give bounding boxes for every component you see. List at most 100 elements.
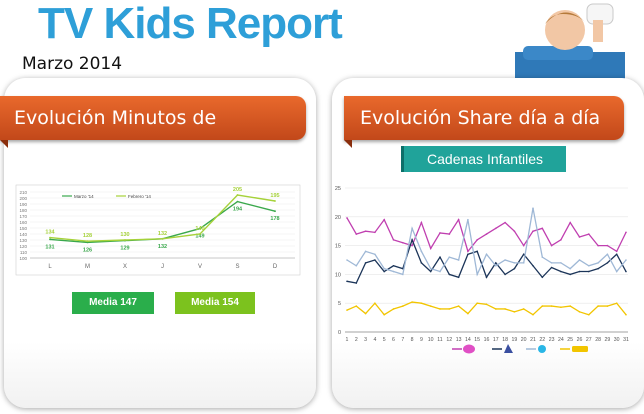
chart2-point (467, 250, 469, 253)
chart1-ytick-label: 140 (19, 232, 27, 237)
chart1-xtick-label: L (48, 264, 52, 270)
chart2-point (597, 267, 599, 270)
chart2-point (597, 244, 599, 247)
chart2-point (476, 273, 479, 276)
chart1-point (124, 239, 126, 241)
chart2-point (457, 259, 460, 261)
chart1-xtick-label: J (161, 264, 164, 270)
chart2-point (513, 262, 516, 264)
chart2-point (495, 308, 497, 310)
chart2-point (429, 267, 432, 270)
chart1-data-label: 132 (158, 231, 167, 237)
chart2-point (625, 259, 627, 261)
chart2-point (625, 231, 627, 234)
chart2-xtick-label: 28 (595, 337, 601, 343)
chart2-point (439, 256, 441, 258)
chart2-point (569, 305, 571, 307)
chart2-point (355, 305, 358, 307)
chart2-point (364, 262, 367, 264)
chart2-point (374, 259, 376, 261)
chart2-xtick-label: 27 (586, 337, 592, 343)
chart2-xtick-label: 23 (549, 337, 555, 343)
chart2-point (364, 312, 367, 315)
chart2-point (588, 270, 590, 273)
chart2-point (476, 302, 479, 305)
cadenas-infantiles-button[interactable]: Cadenas Infantiles (401, 146, 566, 172)
chart2-point (588, 264, 590, 267)
chart2-xtick-label: 24 (558, 337, 564, 343)
neox-logo-icon (572, 346, 588, 352)
chart2-xtick-label: 13 (456, 337, 462, 343)
chart2-point (420, 250, 423, 253)
chart2-xtick-label: 12 (446, 337, 452, 343)
chart1-data-label: 194 (233, 207, 243, 213)
chart2-point (448, 273, 451, 276)
chart2-point (569, 273, 571, 276)
chart2-point (560, 306, 562, 309)
chart2-ytick-label: 15 (335, 244, 341, 250)
chart2-point (615, 250, 618, 253)
chart2-point (504, 259, 506, 261)
chart1-ytick-label: 180 (19, 208, 27, 213)
chart2-xtick-label: 19 (512, 337, 518, 343)
chart2-point (392, 264, 395, 267)
chart2-point (476, 239, 479, 241)
chart2-xtick-label: 1 (346, 337, 349, 343)
chart2-ytick-label: 5 (338, 301, 341, 307)
chart1-xtick-label: V (198, 264, 202, 270)
chart1-ytick-label: 190 (19, 202, 27, 207)
chart1-ytick-label: 160 (19, 220, 27, 225)
chart2-point (448, 256, 451, 258)
chart2-point (606, 244, 609, 247)
chart2-ytick-label: 25 (335, 186, 341, 192)
chart2-point (578, 311, 581, 313)
chart2-point (411, 239, 413, 241)
chart2-xtick-label: 3 (364, 337, 367, 343)
chart1-data-label: 131 (45, 244, 54, 250)
chart2-point (532, 207, 534, 209)
chart2-ytick-label: 20 (335, 215, 341, 221)
chart2-xtick-label: 22 (539, 337, 545, 343)
chart2-xtick-label: 9 (420, 337, 423, 343)
chart2-point (448, 308, 451, 310)
chart1-point (199, 233, 201, 235)
chart1-data-label: 129 (120, 246, 129, 252)
chart2-point (504, 221, 506, 224)
report-title: TV Kids Report (38, 0, 343, 48)
chart2-point (606, 262, 609, 264)
chart1-point (86, 240, 89, 243)
chart2-xtick-label: 7 (401, 337, 404, 343)
chart2-point (560, 270, 562, 273)
chart2-point (560, 239, 562, 241)
chart2-point (374, 231, 376, 234)
chart1-data-label: 149 (195, 234, 204, 240)
chart2-point (346, 280, 348, 283)
chart1-data-label: 178 (270, 216, 279, 222)
chart1-data-label: 195 (270, 193, 279, 199)
chart2-point (522, 262, 525, 264)
chart2-point (588, 313, 590, 316)
chart2-point (513, 311, 516, 313)
chart1-data-label: 130 (120, 232, 129, 238)
chart2-point (402, 241, 404, 244)
chart1-legend-label: Marzo '14 (74, 194, 94, 199)
chart1-point (274, 200, 276, 202)
chart2-point (550, 262, 553, 264)
chart2-point (513, 230, 516, 232)
chart2-point (578, 259, 581, 261)
chart1-point (49, 238, 51, 241)
chart2-point (457, 218, 460, 221)
chart2-point (532, 313, 534, 316)
chart2-xtick-label: 30 (614, 337, 620, 343)
consumption-ribbon: Evolución Minutos de Consumo (0, 96, 306, 173)
chart1-point (236, 200, 239, 203)
chart1-ytick-label: 130 (19, 238, 27, 243)
chart2-point (578, 236, 581, 238)
report-date: Marzo 2014 (22, 54, 123, 74)
chart2-point (467, 218, 469, 221)
chart2-point (522, 308, 525, 310)
chart1-ytick-label: 110 (20, 250, 28, 255)
chart2-point (578, 270, 581, 273)
chart2-xtick-label: 29 (605, 337, 611, 343)
chart2-point (429, 305, 432, 307)
